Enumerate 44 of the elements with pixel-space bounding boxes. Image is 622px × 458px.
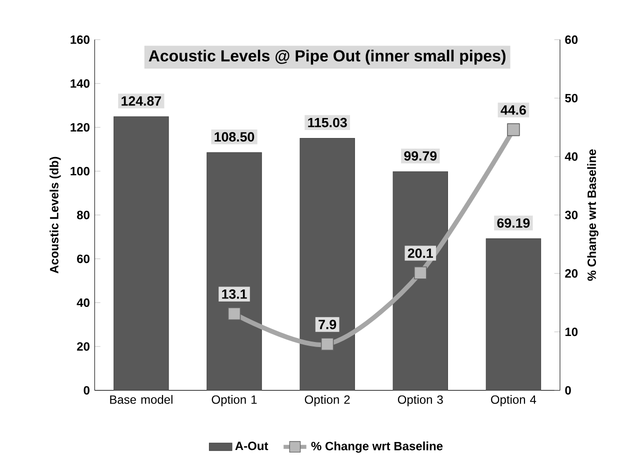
y2-axis-title: % Change wrt Baseline: [587, 150, 598, 281]
y2-tick-label: 40: [564, 152, 578, 162]
data-label: 20.1: [408, 248, 434, 258]
y-tick-label: 100: [70, 167, 90, 176]
y-axis-title: Acoustic Levels (db): [50, 157, 61, 274]
x-tick-label: Option 3: [398, 395, 443, 406]
data-label: 115.03: [308, 118, 347, 128]
data-label: 44.6: [500, 106, 526, 115]
x-tick-label: Option 2: [304, 395, 350, 406]
y2-tick-label: 30: [564, 210, 578, 220]
bar: [486, 238, 542, 391]
data-label: 7.9: [318, 320, 336, 330]
y2-tick-label: 10: [565, 328, 578, 336]
x-tick-label: Option 4: [491, 395, 536, 406]
bar: [114, 116, 169, 391]
y-tick-label: 0: [84, 386, 90, 395]
bar: [206, 152, 262, 391]
y2-tick-label: 50: [565, 94, 578, 103]
y2-tick-label: 20: [565, 269, 578, 278]
legend-label: % Change wrt Baseline: [311, 442, 443, 453]
data-label: 13.1: [222, 290, 247, 300]
point: [414, 266, 427, 280]
y-tick-label: 80: [76, 210, 90, 220]
y-tick-label: 20: [77, 342, 90, 351]
text: Acoustic Levels @ Pipe Out (inner small pipes): [148, 50, 506, 65]
y-tick-label: 60: [77, 254, 90, 264]
x-tick-label: Option 1: [212, 395, 257, 406]
y-tick-label: 140: [70, 79, 90, 88]
data-label: 124.87: [122, 96, 162, 106]
legend-label: A-Out: [235, 442, 268, 450]
y-tick-label: 40: [76, 298, 90, 308]
y-tick-label: 160: [70, 36, 90, 44]
data-label: 99.79: [404, 151, 437, 161]
y-tick-label: 120: [70, 123, 90, 132]
bar: [300, 138, 355, 391]
point: [320, 338, 334, 351]
bar: [392, 172, 448, 391]
y2-tick-label: 60: [565, 36, 578, 44]
y2-tick-label: 0: [565, 386, 571, 395]
point: [228, 308, 241, 320]
point: [507, 124, 520, 136]
data-label: 108.50: [214, 132, 254, 142]
data-label: 69.19: [497, 218, 530, 228]
x-tick-label: Base model: [110, 395, 172, 404]
